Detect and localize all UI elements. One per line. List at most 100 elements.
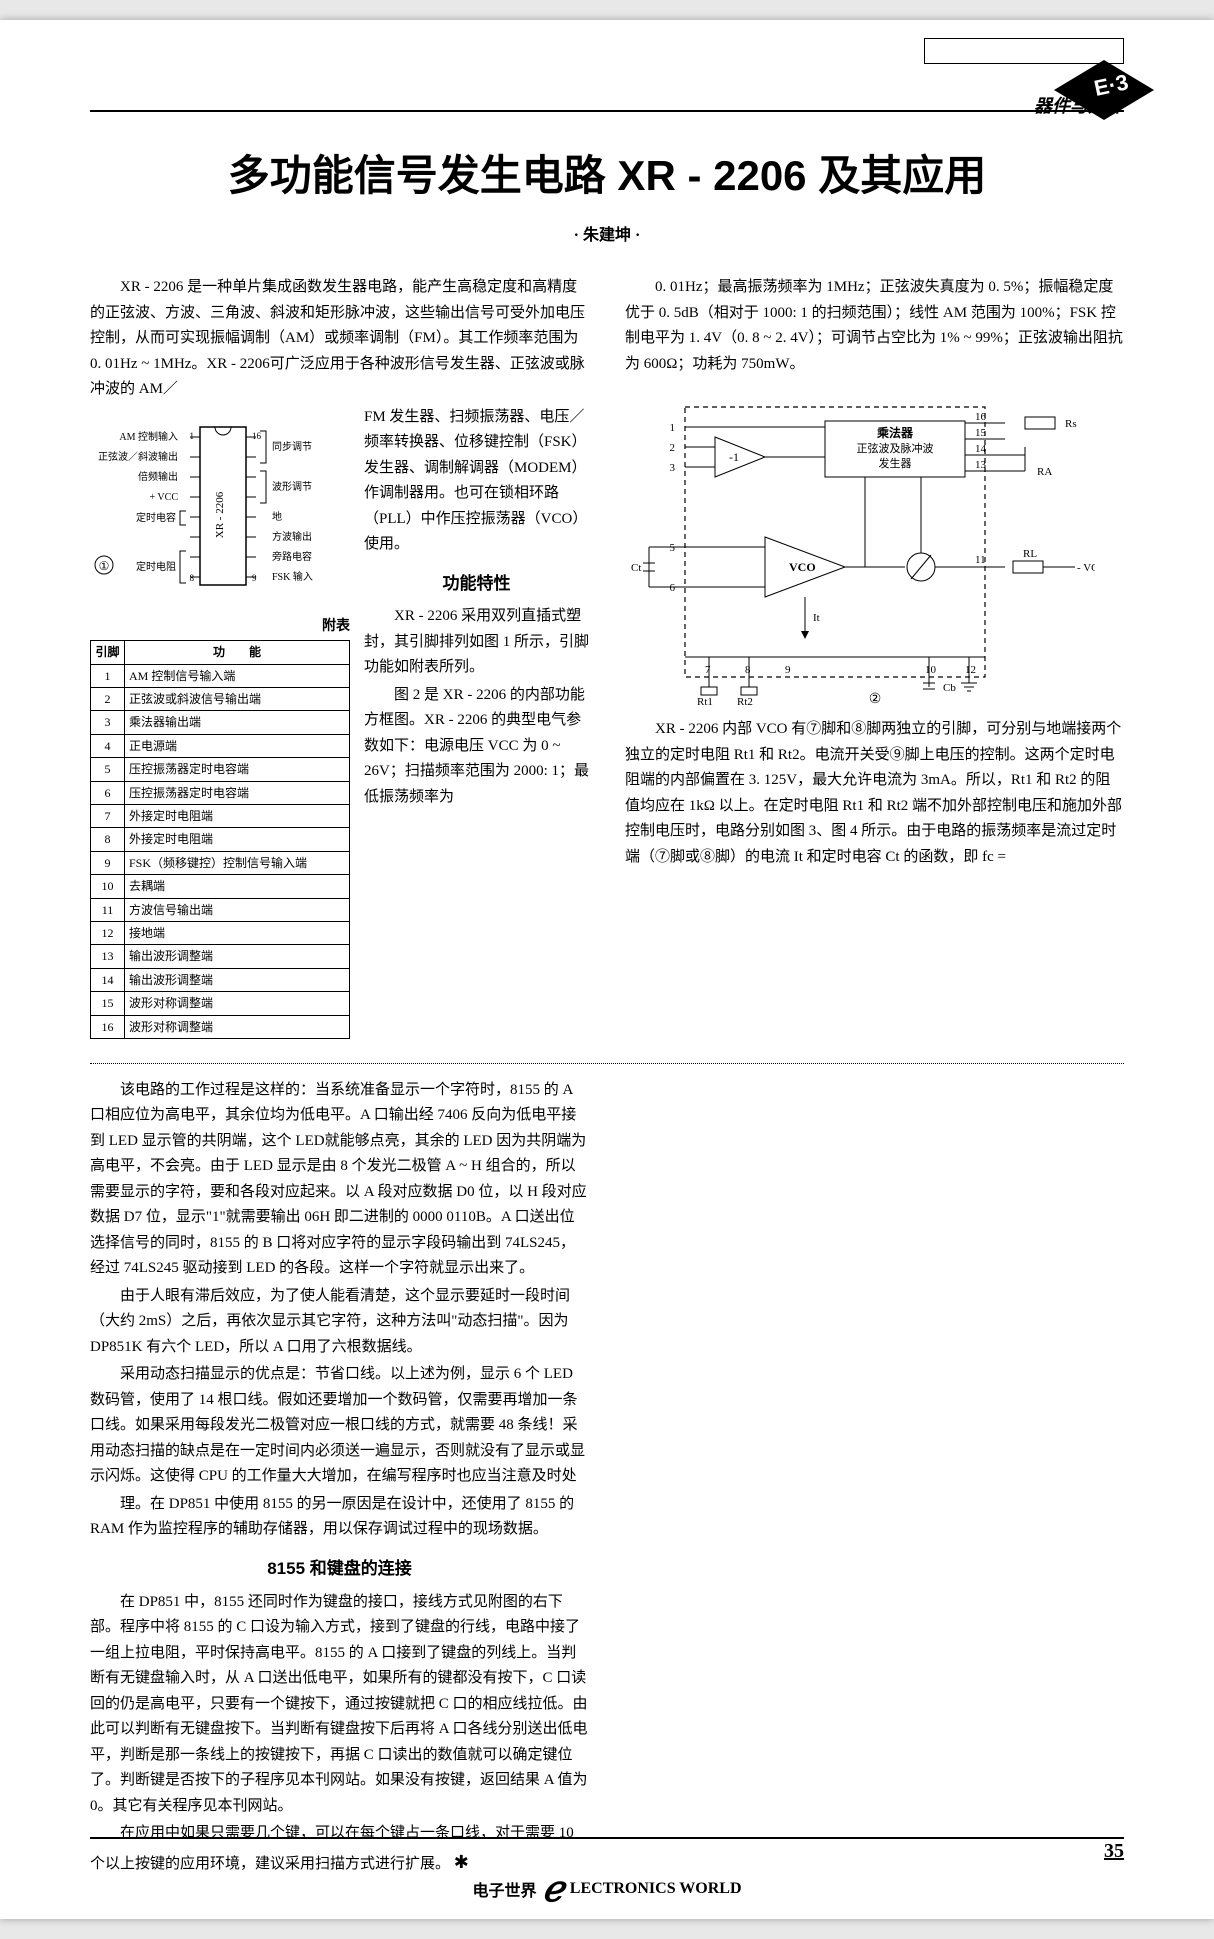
- svg-text:正弦波及脉冲波: 正弦波及脉冲波: [857, 441, 934, 455]
- lower-right-1: 理。在 DP851 中使用 8155 的另一原因是在设计中，还使用了 8155 …: [90, 1492, 589, 1543]
- svg-text:9: 9: [252, 573, 257, 583]
- svg-text:RL: RL: [1023, 548, 1037, 560]
- table-row: 4正电源端: [91, 734, 350, 757]
- cell-pin: 12: [91, 921, 125, 944]
- svg-text:6: 6: [670, 582, 676, 594]
- svg-text:①: ①: [99, 559, 110, 573]
- pin-function-table: 附表 引脚 功 能 1AM 控制信号输入端2正弦波或斜波信号输出端3乘法器输出端…: [90, 615, 350, 1039]
- th-pin: 引脚: [91, 641, 125, 664]
- svg-text:发生器: 发生器: [879, 456, 912, 470]
- cell-pin: 14: [91, 968, 125, 991]
- svg-text:定时电容: 定时电容: [136, 511, 176, 524]
- svg-text:波形调节: 波形调节: [272, 480, 312, 493]
- table-row: 7外接定时电阻端: [91, 805, 350, 828]
- cell-func: AM 控制信号输入端: [125, 664, 350, 687]
- table-row: 5压控振荡器定时电容端: [91, 758, 350, 781]
- svg-text:1: 1: [190, 431, 195, 441]
- lower-right-3: 在应用中如果只需要几个键，可以在每个键占一条口线，对于需要 10 个以上按键的应…: [90, 1821, 589, 1877]
- figure-2-block-diagram: 乘法器 正弦波及脉冲波 发生器 -1 2 3 1 16 15 14 13: [625, 387, 1124, 707]
- col2-para-after-fig: XR - 2206 内部 VCO 有⑦脚和⑧脚两独立的引脚，可分别与地端接两个独…: [625, 717, 1124, 870]
- table-row: 15波形对称调整端: [91, 992, 350, 1015]
- cell-func: 接地端: [125, 921, 350, 944]
- svg-text:11: 11: [975, 554, 986, 566]
- table-row: 11方波信号输出端: [91, 898, 350, 921]
- svg-text:9: 9: [785, 664, 791, 676]
- cell-pin: 16: [91, 1015, 125, 1038]
- footer-cn: 电子世界: [472, 1877, 536, 1901]
- svg-text:旁路电容: 旁路电容: [272, 550, 312, 563]
- bottom-rule: [90, 1837, 1124, 1839]
- svg-text:1: 1: [670, 422, 676, 434]
- section-label: 器件与元件: [1034, 92, 1124, 118]
- th-func: 功 能: [125, 641, 350, 664]
- svg-text:16: 16: [975, 411, 987, 423]
- article-title: 多功能信号发生电路 XR - 2206 及其应用: [90, 142, 1124, 203]
- subhead-features: 功能特性: [364, 570, 589, 599]
- svg-text:地: 地: [272, 510, 282, 523]
- cell-func: 正电源端: [125, 734, 350, 757]
- svg-text:定时电阻: 定时电阻: [136, 560, 176, 573]
- side-para-2: XR - 2206 采用双列直插式塑封，其引脚排列如图 1 所示，引脚功能如附表…: [364, 604, 589, 681]
- svg-text:13: 13: [975, 459, 987, 471]
- footer-swirl-icon: ℯ: [540, 1879, 565, 1901]
- cell-func: 乘法器输出端: [125, 711, 350, 734]
- svg-text:Rt2: Rt2: [737, 696, 753, 707]
- lower-right-2: 在 DP851 中，8155 还同时作为键盘的接口，接线方式见附图的右下部。程序…: [90, 1590, 589, 1820]
- svg-text:8: 8: [190, 573, 195, 583]
- cell-pin: 1: [91, 664, 125, 687]
- footer-logo: 电子世界 ℯ LECTRONICS WORLD: [472, 1877, 741, 1901]
- cell-pin: 9: [91, 851, 125, 874]
- table-row: 13输出波形调整端: [91, 945, 350, 968]
- cell-pin: 4: [91, 734, 125, 757]
- cell-func: 压控振荡器定时电容端: [125, 781, 350, 804]
- cell-func: 输出波形调整端: [125, 945, 350, 968]
- svg-text:同步调节: 同步调节: [272, 441, 312, 453]
- svg-text:VCO: VCO: [789, 560, 816, 574]
- svg-text:②: ②: [869, 692, 882, 707]
- svg-text:14: 14: [975, 443, 987, 455]
- svg-text:16: 16: [252, 431, 262, 441]
- svg-text:It: It: [813, 612, 820, 624]
- subhead-8155: 8155 和键盘的连接: [90, 1555, 589, 1584]
- table-row: 12接地端: [91, 921, 350, 944]
- svg-text:10: 10: [925, 664, 937, 676]
- svg-text:方波输出: 方波输出: [272, 530, 312, 543]
- page: E·3 器件与元件 多功能信号发生电路 XR - 2206 及其应用 · 朱建坤…: [0, 20, 1214, 1919]
- svg-text:Rt1: Rt1: [697, 696, 713, 707]
- cell-pin: 13: [91, 945, 125, 968]
- table-row: 10去耦端: [91, 875, 350, 898]
- article-body: XR - 2206 是一种单片集成函数发生器电路，能产生高稳定度和高精度的正弦波…: [90, 275, 1124, 1879]
- svg-text:5: 5: [670, 542, 676, 554]
- cell-pin: 6: [91, 781, 125, 804]
- cell-func: 压控振荡器定时电容端: [125, 758, 350, 781]
- svg-text:-1: -1: [729, 450, 739, 464]
- svg-text:7: 7: [705, 664, 711, 676]
- page-number: 35: [1104, 1840, 1124, 1863]
- cell-pin: 8: [91, 828, 125, 851]
- top-rule: [90, 110, 1124, 112]
- svg-text:2: 2: [670, 442, 676, 454]
- table-row: 2正弦波或斜波信号输出端: [91, 688, 350, 711]
- cell-func: 外接定时电阻端: [125, 828, 350, 851]
- lower-left-1: 该电路的工作过程是这样的：当系统准备显示一个字符时，8155 的 A 口相应位为…: [90, 1078, 589, 1282]
- cell-func: 输出波形调整端: [125, 968, 350, 991]
- svg-text:AM 控制输入: AM 控制输入: [119, 430, 178, 443]
- cell-pin: 5: [91, 758, 125, 781]
- cell-func: 正弦波或斜波信号输出端: [125, 688, 350, 711]
- cell-pin: 3: [91, 711, 125, 734]
- svg-text:- VCC: - VCC: [1077, 562, 1095, 574]
- article-author: · 朱建坤 ·: [90, 221, 1124, 245]
- cell-pin: 10: [91, 875, 125, 898]
- svg-text:正弦波／斜波输出: 正弦波／斜波输出: [98, 450, 178, 463]
- table-row: 3乘法器输出端: [91, 711, 350, 734]
- end-mark-icon: ✱: [454, 1852, 469, 1872]
- col2-para-top: 0. 01Hz；最高振荡频率为 1MHz；正弦波失真度为 0. 5%；振幅稳定度…: [625, 275, 1124, 377]
- table-caption: 附表: [90, 615, 350, 641]
- chip-label: XR - 2206: [214, 491, 226, 538]
- cell-func: 波形对称调整端: [125, 1015, 350, 1038]
- lower-right-3-text: 在应用中如果只需要几个键，可以在每个键占一条口线，对于需要 10 个以上按键的应…: [90, 1825, 574, 1872]
- svg-text:RA: RA: [1037, 466, 1052, 478]
- cell-pin: 11: [91, 898, 125, 921]
- svg-text:FSK 输入: FSK 输入: [272, 570, 313, 583]
- table-row: 16波形对称调整端: [91, 1015, 350, 1038]
